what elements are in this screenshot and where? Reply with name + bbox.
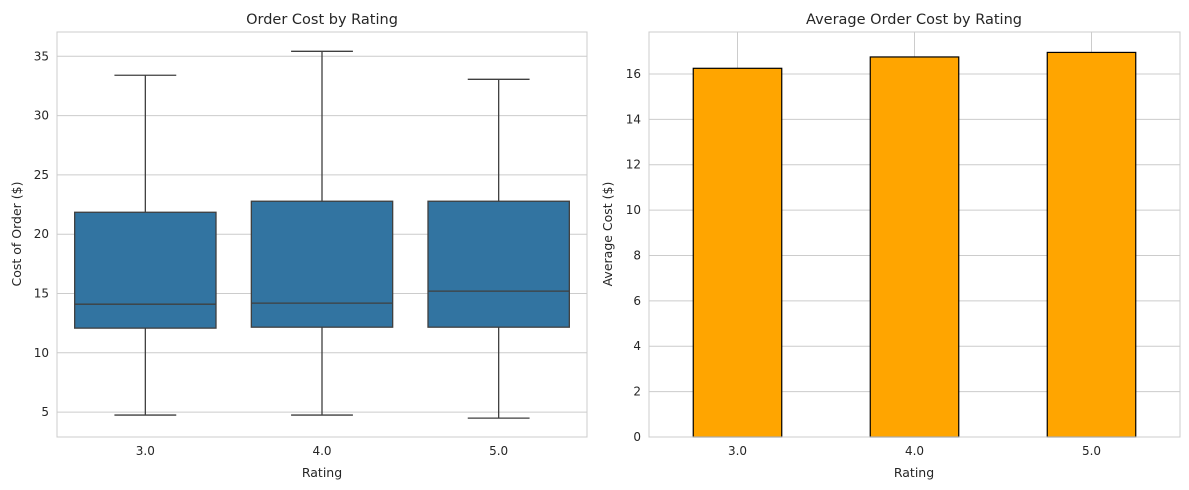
box-iqr — [250, 200, 394, 328]
x-tick-label: 3.0 — [136, 444, 155, 458]
y-tick-label: 4 — [633, 339, 641, 353]
box-iqr — [74, 211, 217, 329]
axes-frame — [56, 31, 588, 438]
x-tick-label: 5.0 — [489, 444, 508, 458]
axes-frame — [648, 31, 1181, 438]
x-tick-label: 3.0 — [728, 444, 747, 458]
y-tick-label: 12 — [626, 158, 641, 172]
y-tick-label: 14 — [626, 112, 641, 126]
y-tick-label: 8 — [633, 248, 641, 262]
x-tick-label: 4.0 — [905, 444, 924, 458]
boxplot-xlabel: Rating — [302, 465, 342, 480]
x-tick-label: 4.0 — [312, 444, 331, 458]
y-tick-label: 2 — [633, 385, 641, 399]
y-tick-label: 25 — [34, 168, 49, 182]
y-tick-label: 6 — [633, 294, 641, 308]
bar-xlabel: Rating — [894, 465, 934, 480]
box-4.0 — [250, 50, 394, 416]
box-iqr — [427, 200, 570, 328]
y-tick-label: 20 — [34, 227, 49, 241]
box-5.0 — [427, 78, 570, 419]
x-tick-label: 5.0 — [1082, 444, 1101, 458]
boxplot-axes: Order Cost by Rating Rating Cost of Orde… — [9, 12, 588, 480]
boxplot-title: Order Cost by Rating — [246, 12, 398, 28]
boxplot-ylabel: Cost of Order ($) — [9, 182, 24, 287]
y-tick-label: 30 — [34, 109, 49, 123]
bar-title: Average Order Cost by Rating — [806, 12, 1022, 28]
y-tick-label: 0 — [633, 430, 641, 444]
y-tick-label: 35 — [34, 49, 49, 63]
y-tick-label: 10 — [34, 346, 49, 360]
bar-5.0 — [1046, 51, 1137, 438]
y-tick-label: 10 — [626, 203, 641, 217]
bar-3.0 — [692, 67, 783, 438]
box-3.0 — [74, 74, 217, 416]
y-tick-label: 16 — [626, 67, 641, 81]
bar-axes: Average Order Cost by Rating Rating Aver… — [600, 12, 1181, 480]
y-tick-label: 15 — [34, 287, 49, 301]
bar-ylabel: Average Cost ($) — [600, 182, 615, 287]
y-tick-label: 5 — [41, 405, 49, 419]
bar-4.0 — [869, 56, 960, 438]
